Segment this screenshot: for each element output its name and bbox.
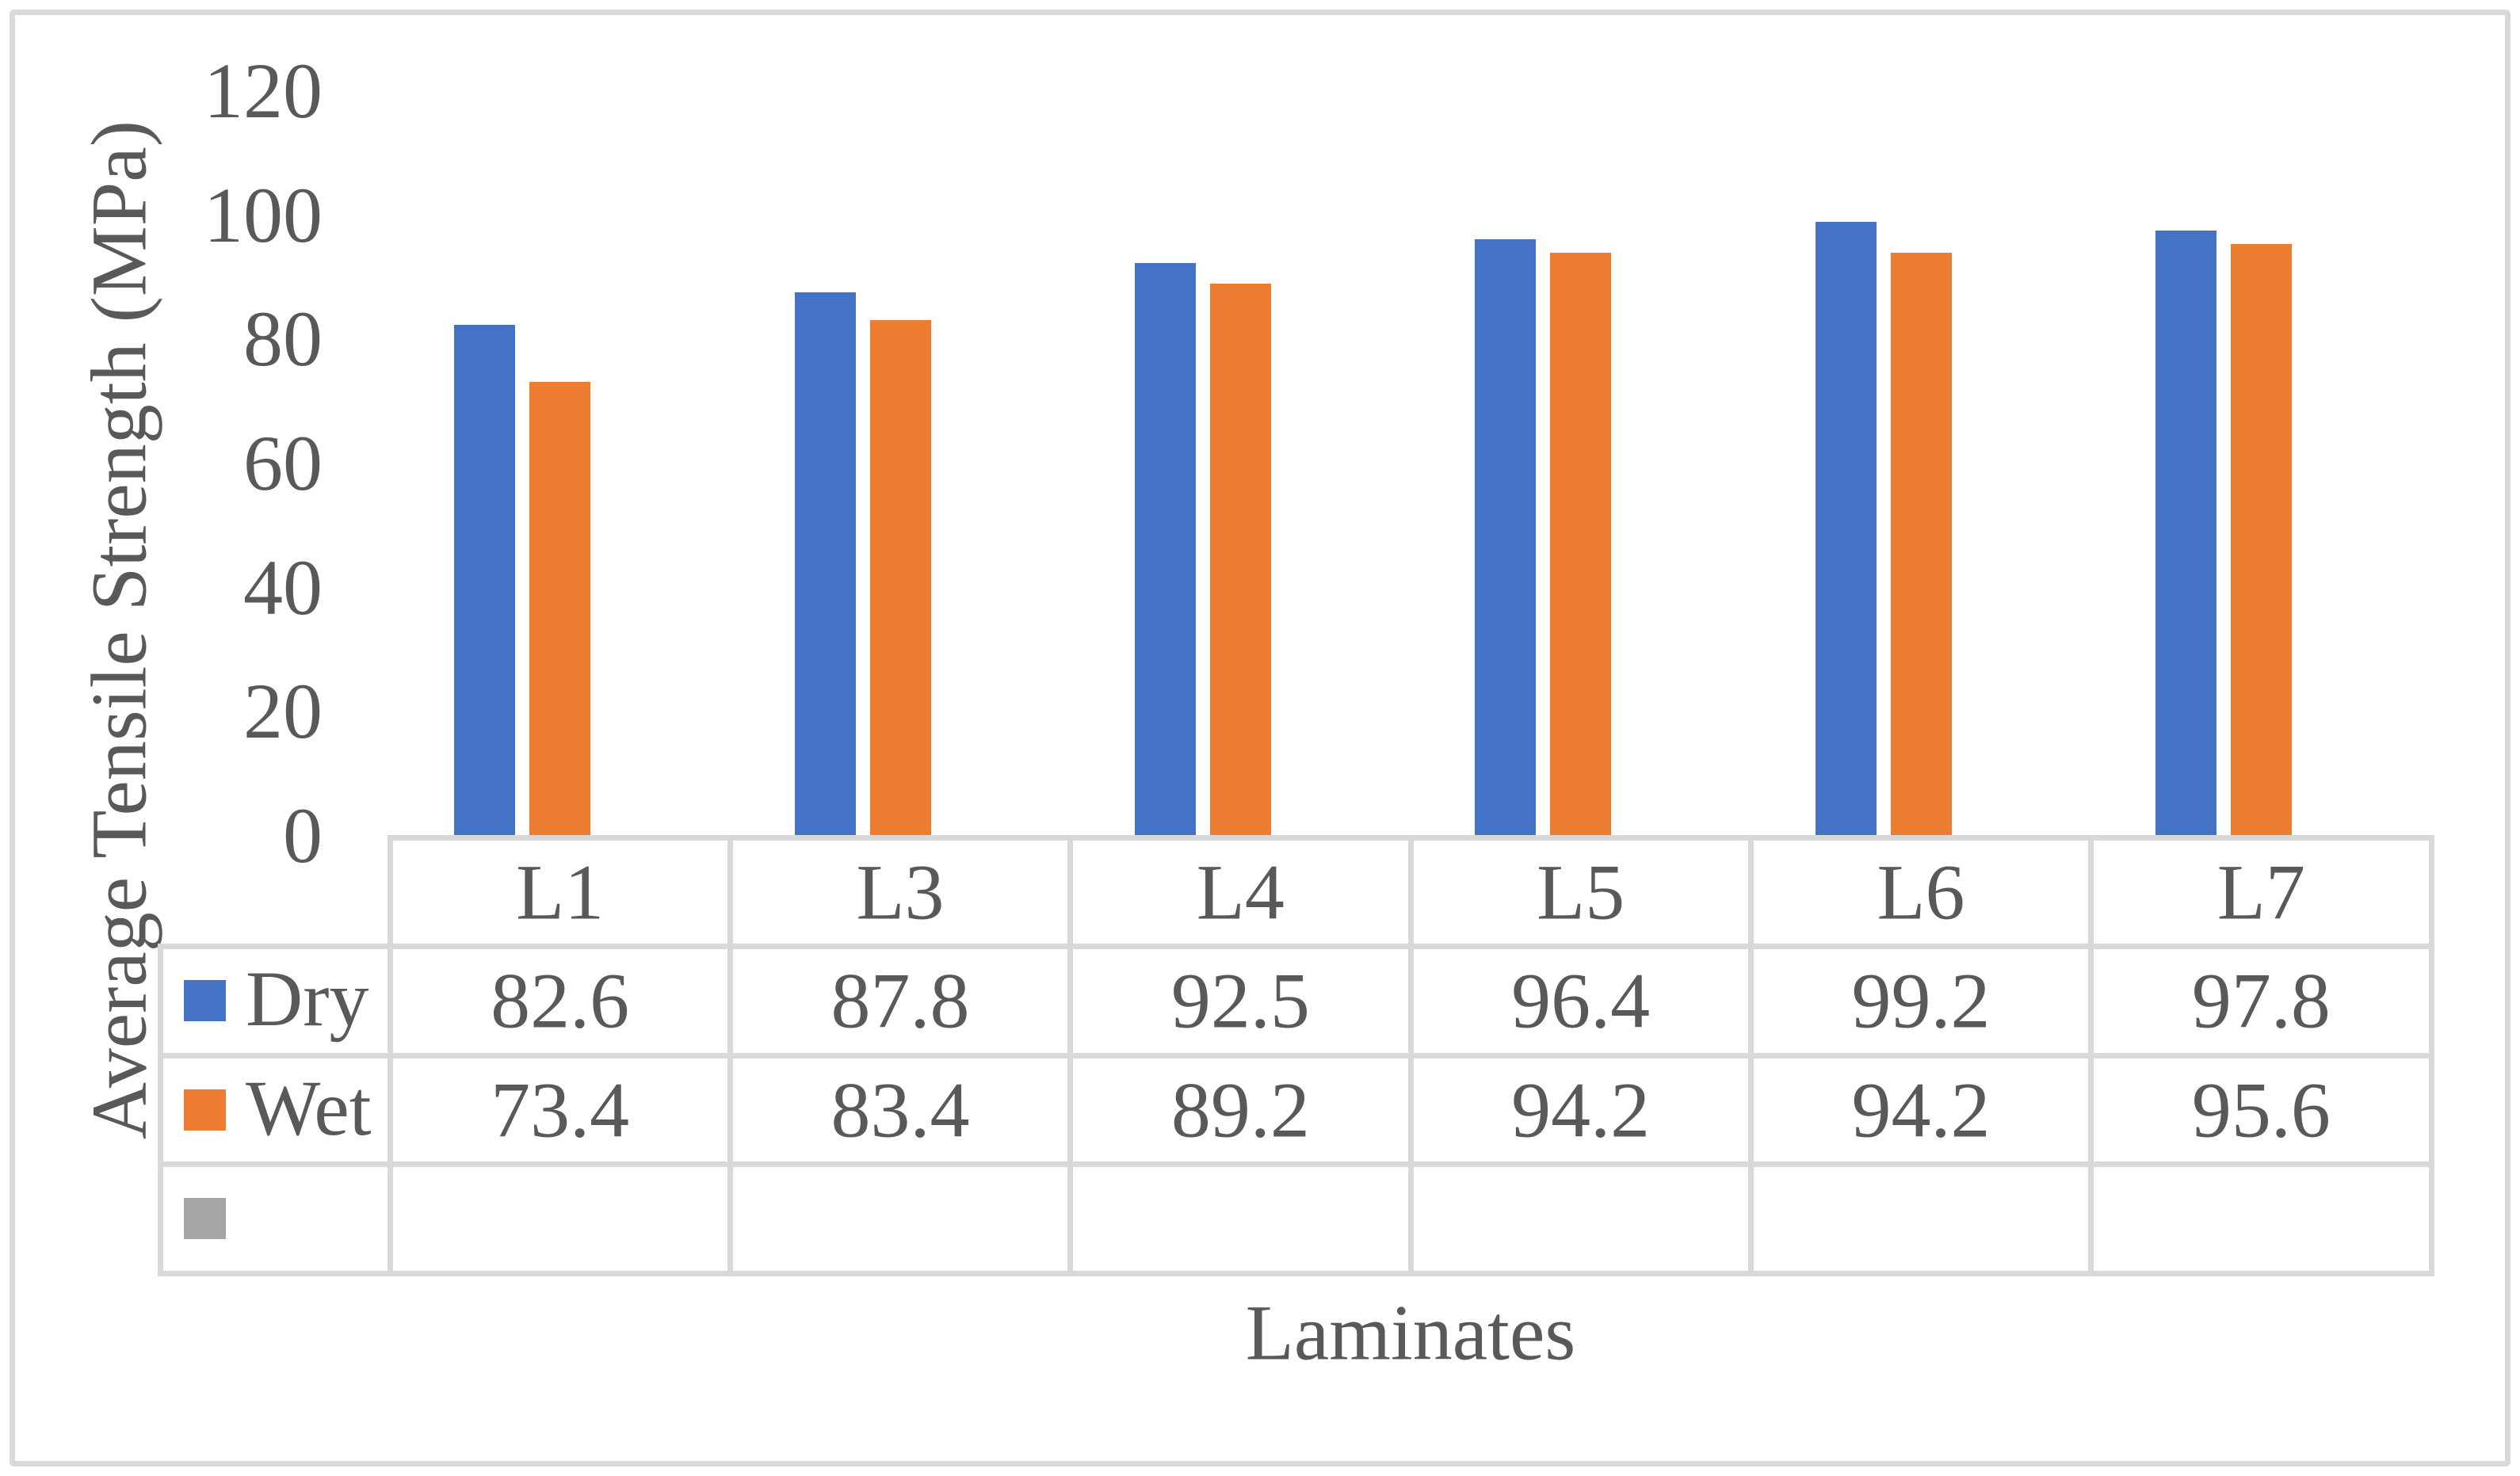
table-gridline-vertical <box>2088 834 2094 1276</box>
legend-swatch-wet <box>184 1089 226 1131</box>
table-header-cell: L4 <box>1196 848 1285 936</box>
legend-swatch-empty <box>184 1198 226 1239</box>
table-value-cell: 83.4 <box>830 1066 970 1154</box>
table-value-cell: 97.8 <box>2191 956 2331 1045</box>
bar-dry-l6 <box>1815 221 1877 837</box>
table-gridline-horizontal <box>157 943 2434 949</box>
table-gridline-horizontal <box>157 1270 2434 1276</box>
table-gridline-vertical <box>727 834 733 1276</box>
y-axis-tick-label: 60 <box>243 419 323 508</box>
table-gridline-vertical <box>387 834 393 1276</box>
legend-swatch-dry <box>184 980 226 1021</box>
table-header-cell: L7 <box>2216 848 2305 936</box>
table-header-cell: L6 <box>1877 848 1965 936</box>
table-value-cell: 95.6 <box>2191 1066 2331 1154</box>
y-axis-tick-label: 80 <box>243 295 323 383</box>
y-axis-tick-label: 0 <box>283 791 323 880</box>
bar-dry-l4 <box>1134 263 1196 837</box>
table-gridline-vertical <box>1067 834 1074 1276</box>
table-value-cell: 87.8 <box>830 956 970 1045</box>
table-value-cell: 73.4 <box>491 1066 630 1154</box>
table-gridline-vertical <box>1747 834 1754 1276</box>
table-value-cell: 99.2 <box>1851 956 1991 1045</box>
table-value-cell: 92.5 <box>1170 956 1310 1045</box>
bar-dry-l5 <box>1475 238 1537 837</box>
bar-dry-l3 <box>794 292 856 837</box>
y-axis-tick-label: 20 <box>243 667 323 756</box>
bar-wet-l4 <box>1209 284 1271 837</box>
bar-wet-l1 <box>529 382 591 837</box>
bar-wet-l6 <box>1890 253 1952 837</box>
table-header-cell: L3 <box>856 848 945 936</box>
table-gridline-vertical <box>157 943 163 1276</box>
table-value-cell: 96.4 <box>1511 956 1651 1045</box>
bar-dry-l1 <box>454 324 516 837</box>
x-axis-title: Laminates <box>1245 1288 1576 1377</box>
table-gridline-horizontal <box>157 1161 2434 1167</box>
table-gridline-vertical <box>1407 834 1414 1276</box>
y-axis-tick-label: 100 <box>204 170 323 259</box>
table-value-cell: 82.6 <box>491 956 630 1045</box>
table-gridline-horizontal <box>157 1052 2434 1058</box>
bar-wet-l5 <box>1550 253 1612 837</box>
y-axis-tick-label: 40 <box>243 543 323 631</box>
legend-label-dry: Dry <box>246 955 369 1043</box>
figure-border <box>10 10 2510 1466</box>
table-header-cell: L1 <box>516 848 605 936</box>
y-axis-title: Average Tensile Strength (MPa) <box>74 120 163 1140</box>
bar-wet-l7 <box>2230 244 2292 837</box>
table-gridline-vertical <box>2428 834 2434 1276</box>
table-value-cell: 94.2 <box>1511 1066 1651 1154</box>
table-value-cell: 89.2 <box>1170 1066 1310 1154</box>
table-header-cell: L5 <box>1537 848 1625 936</box>
legend-label-wet: Wet <box>246 1063 372 1152</box>
y-axis-tick-label: 120 <box>204 47 323 135</box>
bar-wet-l3 <box>869 319 931 837</box>
table-value-cell: 94.2 <box>1851 1066 1991 1154</box>
bar-dry-l7 <box>2155 230 2216 837</box>
